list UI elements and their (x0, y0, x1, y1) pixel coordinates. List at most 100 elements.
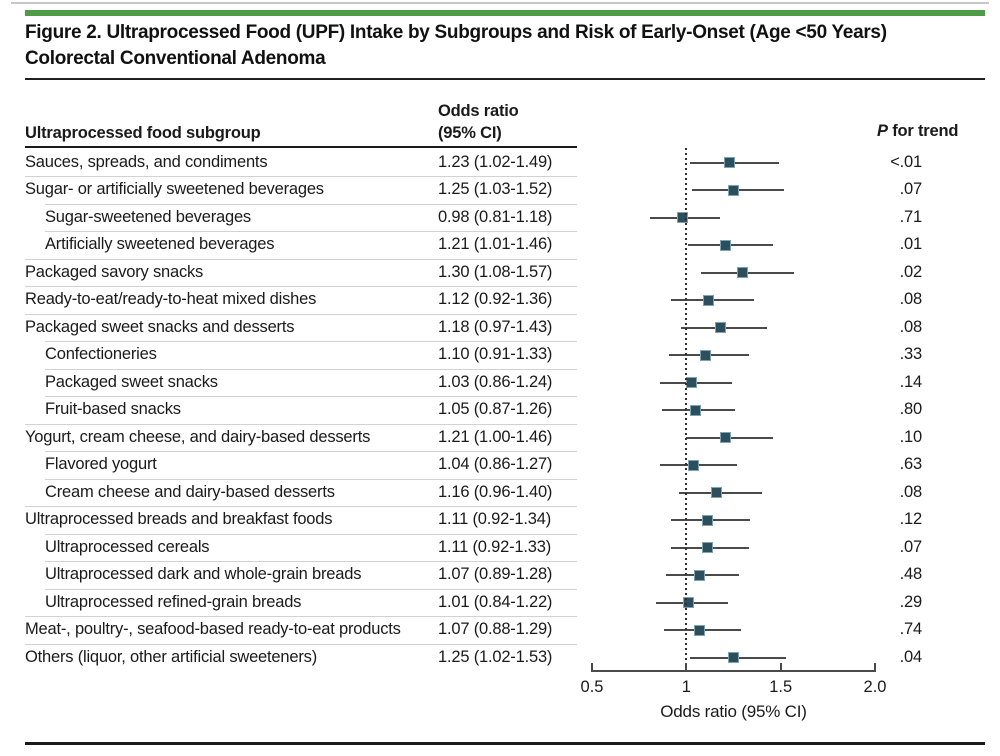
row-separator (45, 231, 577, 232)
row-p-value: .08 (899, 290, 923, 309)
row-odds-ratio-text: 1.18 (0.97-1.43) (438, 317, 553, 336)
row-p-value: .10 (899, 427, 923, 446)
row-p-value: .01 (899, 235, 923, 254)
row-p-value: .04 (899, 647, 923, 666)
row-odds-ratio-text: 1.07 (0.88-1.29) (438, 620, 553, 639)
row-separator (45, 561, 577, 562)
point-estimate-marker (688, 459, 700, 471)
row-separator (25, 506, 577, 507)
row-p-value: .80 (899, 400, 923, 419)
row-label: Fruit-based snacks (45, 400, 181, 419)
row-p-value: .02 (899, 262, 923, 281)
bottom-rule (25, 742, 985, 745)
row-odds-ratio-text: 1.30 (1.08-1.57) (438, 262, 553, 281)
row-p-value: .14 (899, 372, 923, 391)
row-p-value: .48 (899, 565, 923, 584)
x-axis-title: Odds ratio (95% CI) (660, 702, 807, 721)
top-hairline (11, 2, 989, 4)
point-estimate-marker (699, 349, 711, 361)
row-label: Packaged sweet snacks and desserts (25, 317, 295, 336)
point-estimate-marker (720, 239, 732, 251)
point-estimate-marker (682, 597, 694, 609)
row-p-value: .08 (899, 317, 923, 336)
row-p-value: .12 (899, 510, 923, 529)
row-label: Flavored yogurt (45, 455, 157, 474)
row-odds-ratio-text: 1.07 (0.89-1.28) (438, 565, 553, 584)
row-separator (45, 533, 577, 535)
row-separator (45, 588, 577, 590)
row-label: Sauces, spreads, and condiments (25, 152, 268, 171)
x-axis-line (592, 670, 875, 672)
figure-title-line2: Colorectal Conventional Adenoma (25, 48, 326, 69)
figure-title-line1: Figure 2. Ultraprocessed Food (UPF) Inta… (25, 22, 887, 43)
row-odds-ratio-text: 1.04 (0.86-1.27) (438, 455, 553, 474)
x-axis-tick-label: 2.0 (863, 678, 887, 696)
point-estimate-marker (690, 404, 702, 416)
row-odds-ratio-text: 1.16 (0.96-1.40) (438, 482, 553, 501)
row-separator (25, 258, 577, 260)
row-label: Artificially sweetened beverages (45, 235, 275, 254)
row-label: Yogurt, cream cheese, and dairy-based de… (25, 427, 371, 446)
row-p-value: .63 (899, 455, 923, 474)
column-header-odds-ratio: Odds ratio (95% CI) (438, 100, 519, 144)
row-label: Ready-to-eat/ready-to-heat mixed dishes (25, 290, 317, 309)
row-separator (25, 423, 577, 425)
row-label: Ultraprocessed cereals (45, 537, 210, 556)
row-odds-ratio-text: 1.10 (0.91-1.33) (438, 345, 553, 364)
row-separator (45, 368, 577, 370)
row-label: Packaged sweet snacks (45, 372, 218, 391)
row-label: Ultraprocessed refined-grain breads (45, 592, 302, 611)
x-axis-tick (591, 663, 593, 672)
row-label: Ultraprocessed dark and whole-grain brea… (45, 565, 362, 584)
point-estimate-marker (701, 542, 713, 554)
row-odds-ratio-text: 1.21 (1.01-1.46) (438, 235, 553, 254)
point-estimate-marker (728, 652, 739, 664)
row-odds-ratio-text: 1.03 (0.86-1.24) (438, 372, 553, 391)
header-rule (25, 146, 577, 148)
row-p-value: .08 (899, 482, 923, 501)
row-odds-ratio-text: 1.25 (1.03-1.52) (438, 180, 553, 199)
row-odds-ratio-text: 1.11 (0.92-1.34) (438, 510, 551, 529)
row-odds-ratio-text: 1.11 (0.92-1.33) (438, 537, 551, 556)
row-label: Meat-, poultry-, seafood-based ready-to-… (25, 620, 401, 639)
row-odds-ratio-text: 1.01 (0.84-1.22) (438, 592, 553, 611)
row-odds-ratio-text: 1.05 (0.87-1.26) (438, 400, 553, 419)
row-label: Ultraprocessed breads and breakfast food… (25, 510, 333, 529)
row-p-value: <.01 (890, 152, 922, 171)
row-odds-ratio-text: 1.25 (1.02-1.53) (438, 647, 553, 666)
row-p-value: .07 (899, 537, 923, 556)
column-header-odds-ratio-line1: Odds ratio (438, 102, 519, 120)
point-estimate-marker (720, 432, 732, 444)
row-label: Sugar-sweetened beverages (45, 207, 251, 226)
row-separator (45, 203, 577, 205)
row-separator (45, 478, 577, 480)
point-estimate-marker (724, 157, 736, 169)
row-separator (25, 176, 577, 177)
column-header-p-for-trend: P for trend (877, 122, 958, 141)
point-estimate-marker (737, 267, 749, 279)
column-header-subgroup: Ultraprocessed food subgroup (25, 124, 261, 142)
point-estimate-marker (728, 184, 739, 196)
x-axis-tick (779, 663, 782, 672)
x-axis-tick (685, 663, 688, 672)
figure-accent-bar (25, 10, 985, 16)
point-estimate-marker (701, 514, 713, 526)
row-label: Cream cheese and dairy-based desserts (45, 482, 335, 501)
row-odds-ratio-text: 1.23 (1.02-1.49) (438, 152, 553, 171)
row-label: Sugar- or artificially sweetened beverag… (25, 180, 324, 199)
row-odds-ratio-text: 1.12 (0.92-1.36) (438, 290, 553, 309)
point-estimate-marker (714, 322, 726, 334)
row-separator (25, 313, 577, 315)
row-odds-ratio-text: 1.21 (1.00-1.46) (438, 427, 553, 446)
row-odds-ratio-text: 0.98 (0.81-1.18) (438, 207, 553, 226)
row-p-value: .29 (899, 592, 923, 611)
title-rule (25, 78, 985, 80)
row-separator (45, 396, 577, 397)
row-p-value: .33 (899, 345, 923, 364)
point-estimate-marker (686, 377, 698, 389)
reference-line (685, 148, 688, 670)
p-rest: for trend (887, 122, 959, 140)
column-header-odds-ratio-line2: (95% CI) (438, 124, 502, 142)
point-estimate-marker (694, 624, 706, 636)
row-separator (25, 286, 577, 287)
